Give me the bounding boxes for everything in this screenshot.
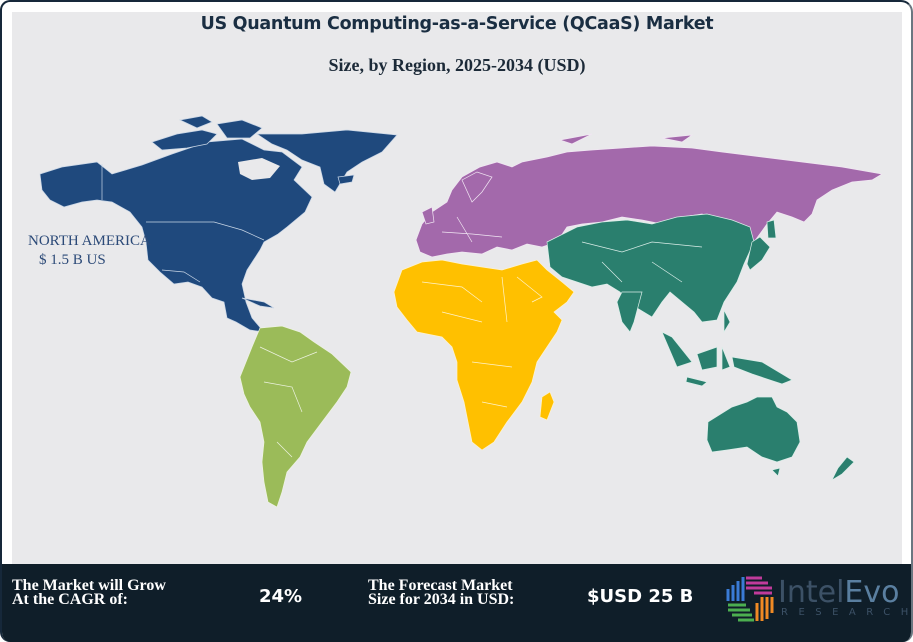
- cagr-value: 24%: [259, 586, 303, 607]
- region-name-label: NORTH AMERICA: [28, 233, 151, 249]
- world-map: [39, 115, 883, 508]
- intelevo-logo-icon: [726, 576, 774, 622]
- forecast-label: The Forecast Market Size for 2034 in USD…: [368, 577, 515, 608]
- forecast-value: $USD 25 B: [587, 586, 694, 607]
- region-asia-pacific: [546, 213, 855, 481]
- region-value-label: $ 1.5 B US: [39, 252, 106, 268]
- chart-subtitle: Size, by Region, 2025-2034 (USD): [328, 55, 586, 75]
- summary-footer: The Market will Grow At the CAGR of: 24%…: [2, 564, 911, 642]
- north-america-annotation: NORTH AMERICA $ 1.5 B US: [28, 232, 151, 270]
- region-europe-russia: [415, 133, 883, 258]
- chart-title: US Quantum Computing-as-a-Service (QCaaS…: [200, 14, 714, 34]
- brand-tagline: RESEARCH: [781, 607, 913, 618]
- cagr-label: The Market will Grow At the CAGR of:: [12, 577, 166, 608]
- region-south-america: [239, 325, 352, 508]
- map-panel: US Quantum Computing-as-a-Service (QCaaS…: [12, 12, 902, 564]
- brand-wordmark: IntelEvo: [778, 575, 900, 610]
- region-north-america: [39, 115, 398, 333]
- region-middle-east-africa: [393, 259, 575, 451]
